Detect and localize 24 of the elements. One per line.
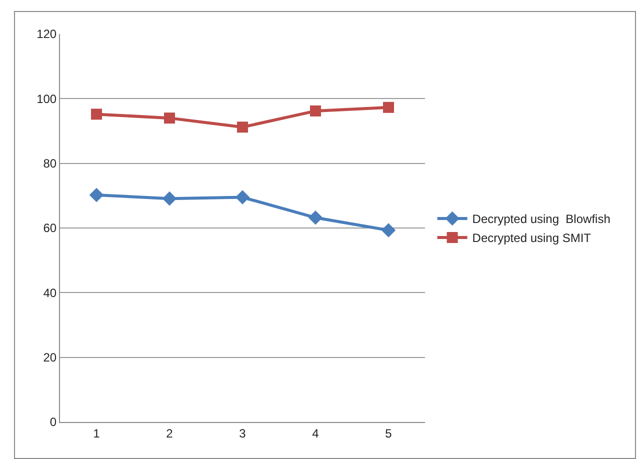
point (235, 190, 250, 204)
x-tick-label: 3 (239, 426, 246, 440)
point (308, 210, 323, 225)
point (91, 108, 102, 120)
point (237, 122, 248, 133)
point (164, 112, 175, 124)
point (383, 102, 394, 113)
y-tick-label: 120 (36, 27, 57, 42)
x-tick-label: 2 (166, 426, 174, 440)
y-tick-label: 0 (50, 415, 57, 430)
x-tick-label: 4 (312, 426, 320, 440)
y-tick-label: 80 (43, 156, 57, 171)
point (162, 191, 177, 206)
y-tick-label: 40 (43, 286, 57, 300)
point (89, 188, 104, 202)
x-tick-label: 1 (93, 426, 100, 440)
y-tick-label: 60 (43, 221, 57, 236)
point (381, 223, 396, 238)
legend-label: Decrypted using Blowfish (472, 212, 610, 226)
x-tick-label: 5 (385, 426, 392, 440)
y-tick-label: 100 (36, 92, 57, 106)
y-tick-label: 20 (43, 350, 57, 365)
legend-label: Decrypted using SMIT (472, 231, 592, 246)
point (310, 105, 321, 116)
